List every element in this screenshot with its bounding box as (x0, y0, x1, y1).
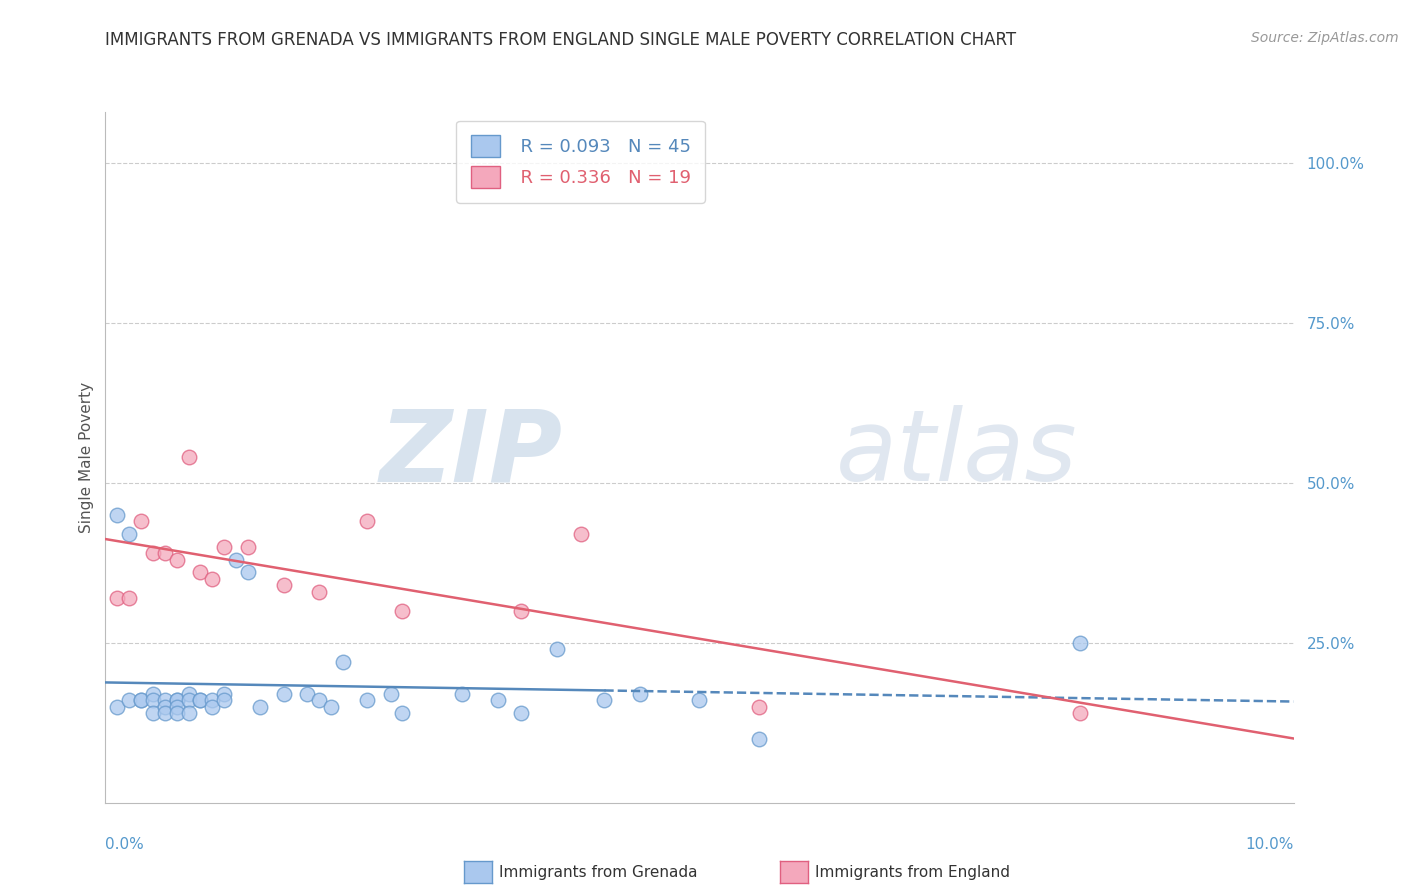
Point (628, 687, 651, 701)
Point (1069, 636, 1091, 650)
Point (166, 552, 188, 566)
Text: atlas: atlas (837, 405, 1078, 502)
Point (546, 642, 568, 657)
Point (321, 699, 343, 714)
Point (297, 687, 319, 701)
Text: 0.0%: 0.0% (105, 837, 145, 852)
Point (225, 552, 247, 566)
Point (129, 693, 152, 707)
Point (105, 508, 128, 522)
Point (593, 693, 616, 707)
Point (356, 514, 378, 528)
Point (510, 706, 533, 721)
Text: 10.0%: 10.0% (1246, 837, 1294, 852)
Point (273, 687, 295, 701)
Point (236, 566, 259, 580)
Point (748, 731, 770, 746)
Point (190, 693, 212, 707)
Point (236, 540, 259, 554)
Point (153, 546, 176, 560)
Point (201, 699, 224, 714)
Point (105, 591, 128, 605)
Text: Immigrants from Grenada: Immigrants from Grenada (499, 865, 697, 880)
Point (249, 699, 271, 714)
Point (450, 687, 472, 701)
Point (166, 699, 188, 714)
Point (308, 584, 330, 599)
Point (214, 540, 236, 554)
Point (142, 546, 165, 560)
Point (166, 693, 188, 707)
Text: Immigrants from England: Immigrants from England (815, 865, 1011, 880)
Point (142, 693, 165, 707)
Point (118, 693, 141, 707)
Point (190, 566, 212, 580)
Point (391, 604, 413, 618)
Point (129, 514, 152, 528)
Point (177, 706, 200, 721)
Point (380, 687, 402, 701)
Point (105, 699, 128, 714)
Point (332, 655, 354, 669)
Point (214, 693, 236, 707)
Point (177, 450, 200, 465)
Point (391, 706, 413, 721)
Point (118, 591, 141, 605)
Point (190, 693, 212, 707)
Point (356, 693, 378, 707)
Y-axis label: Single Male Poverty: Single Male Poverty (79, 382, 94, 533)
Text: Source: ZipAtlas.com: Source: ZipAtlas.com (1251, 31, 1399, 45)
Point (486, 693, 509, 707)
Point (177, 693, 200, 707)
Point (142, 687, 165, 701)
Text: IMMIGRANTS FROM GRENADA VS IMMIGRANTS FROM ENGLAND SINGLE MALE POVERTY CORRELATI: IMMIGRANTS FROM GRENADA VS IMMIGRANTS FR… (105, 31, 1017, 49)
Point (129, 693, 152, 707)
Point (689, 693, 711, 707)
Point (166, 706, 188, 721)
Point (177, 687, 200, 701)
Point (153, 693, 176, 707)
Text: ZIP: ZIP (380, 405, 562, 502)
Point (569, 527, 592, 541)
Point (201, 572, 224, 586)
Point (153, 699, 176, 714)
Point (153, 706, 176, 721)
Point (308, 693, 330, 707)
Legend:   R = 0.093   N = 45,   R = 0.336   N = 19: R = 0.093 N = 45, R = 0.336 N = 19 (457, 120, 704, 202)
Point (273, 578, 295, 592)
Point (201, 693, 224, 707)
Point (748, 699, 770, 714)
Point (510, 604, 533, 618)
Point (118, 527, 141, 541)
Point (166, 693, 188, 707)
Point (214, 687, 236, 701)
Point (142, 706, 165, 721)
Point (1069, 706, 1091, 721)
